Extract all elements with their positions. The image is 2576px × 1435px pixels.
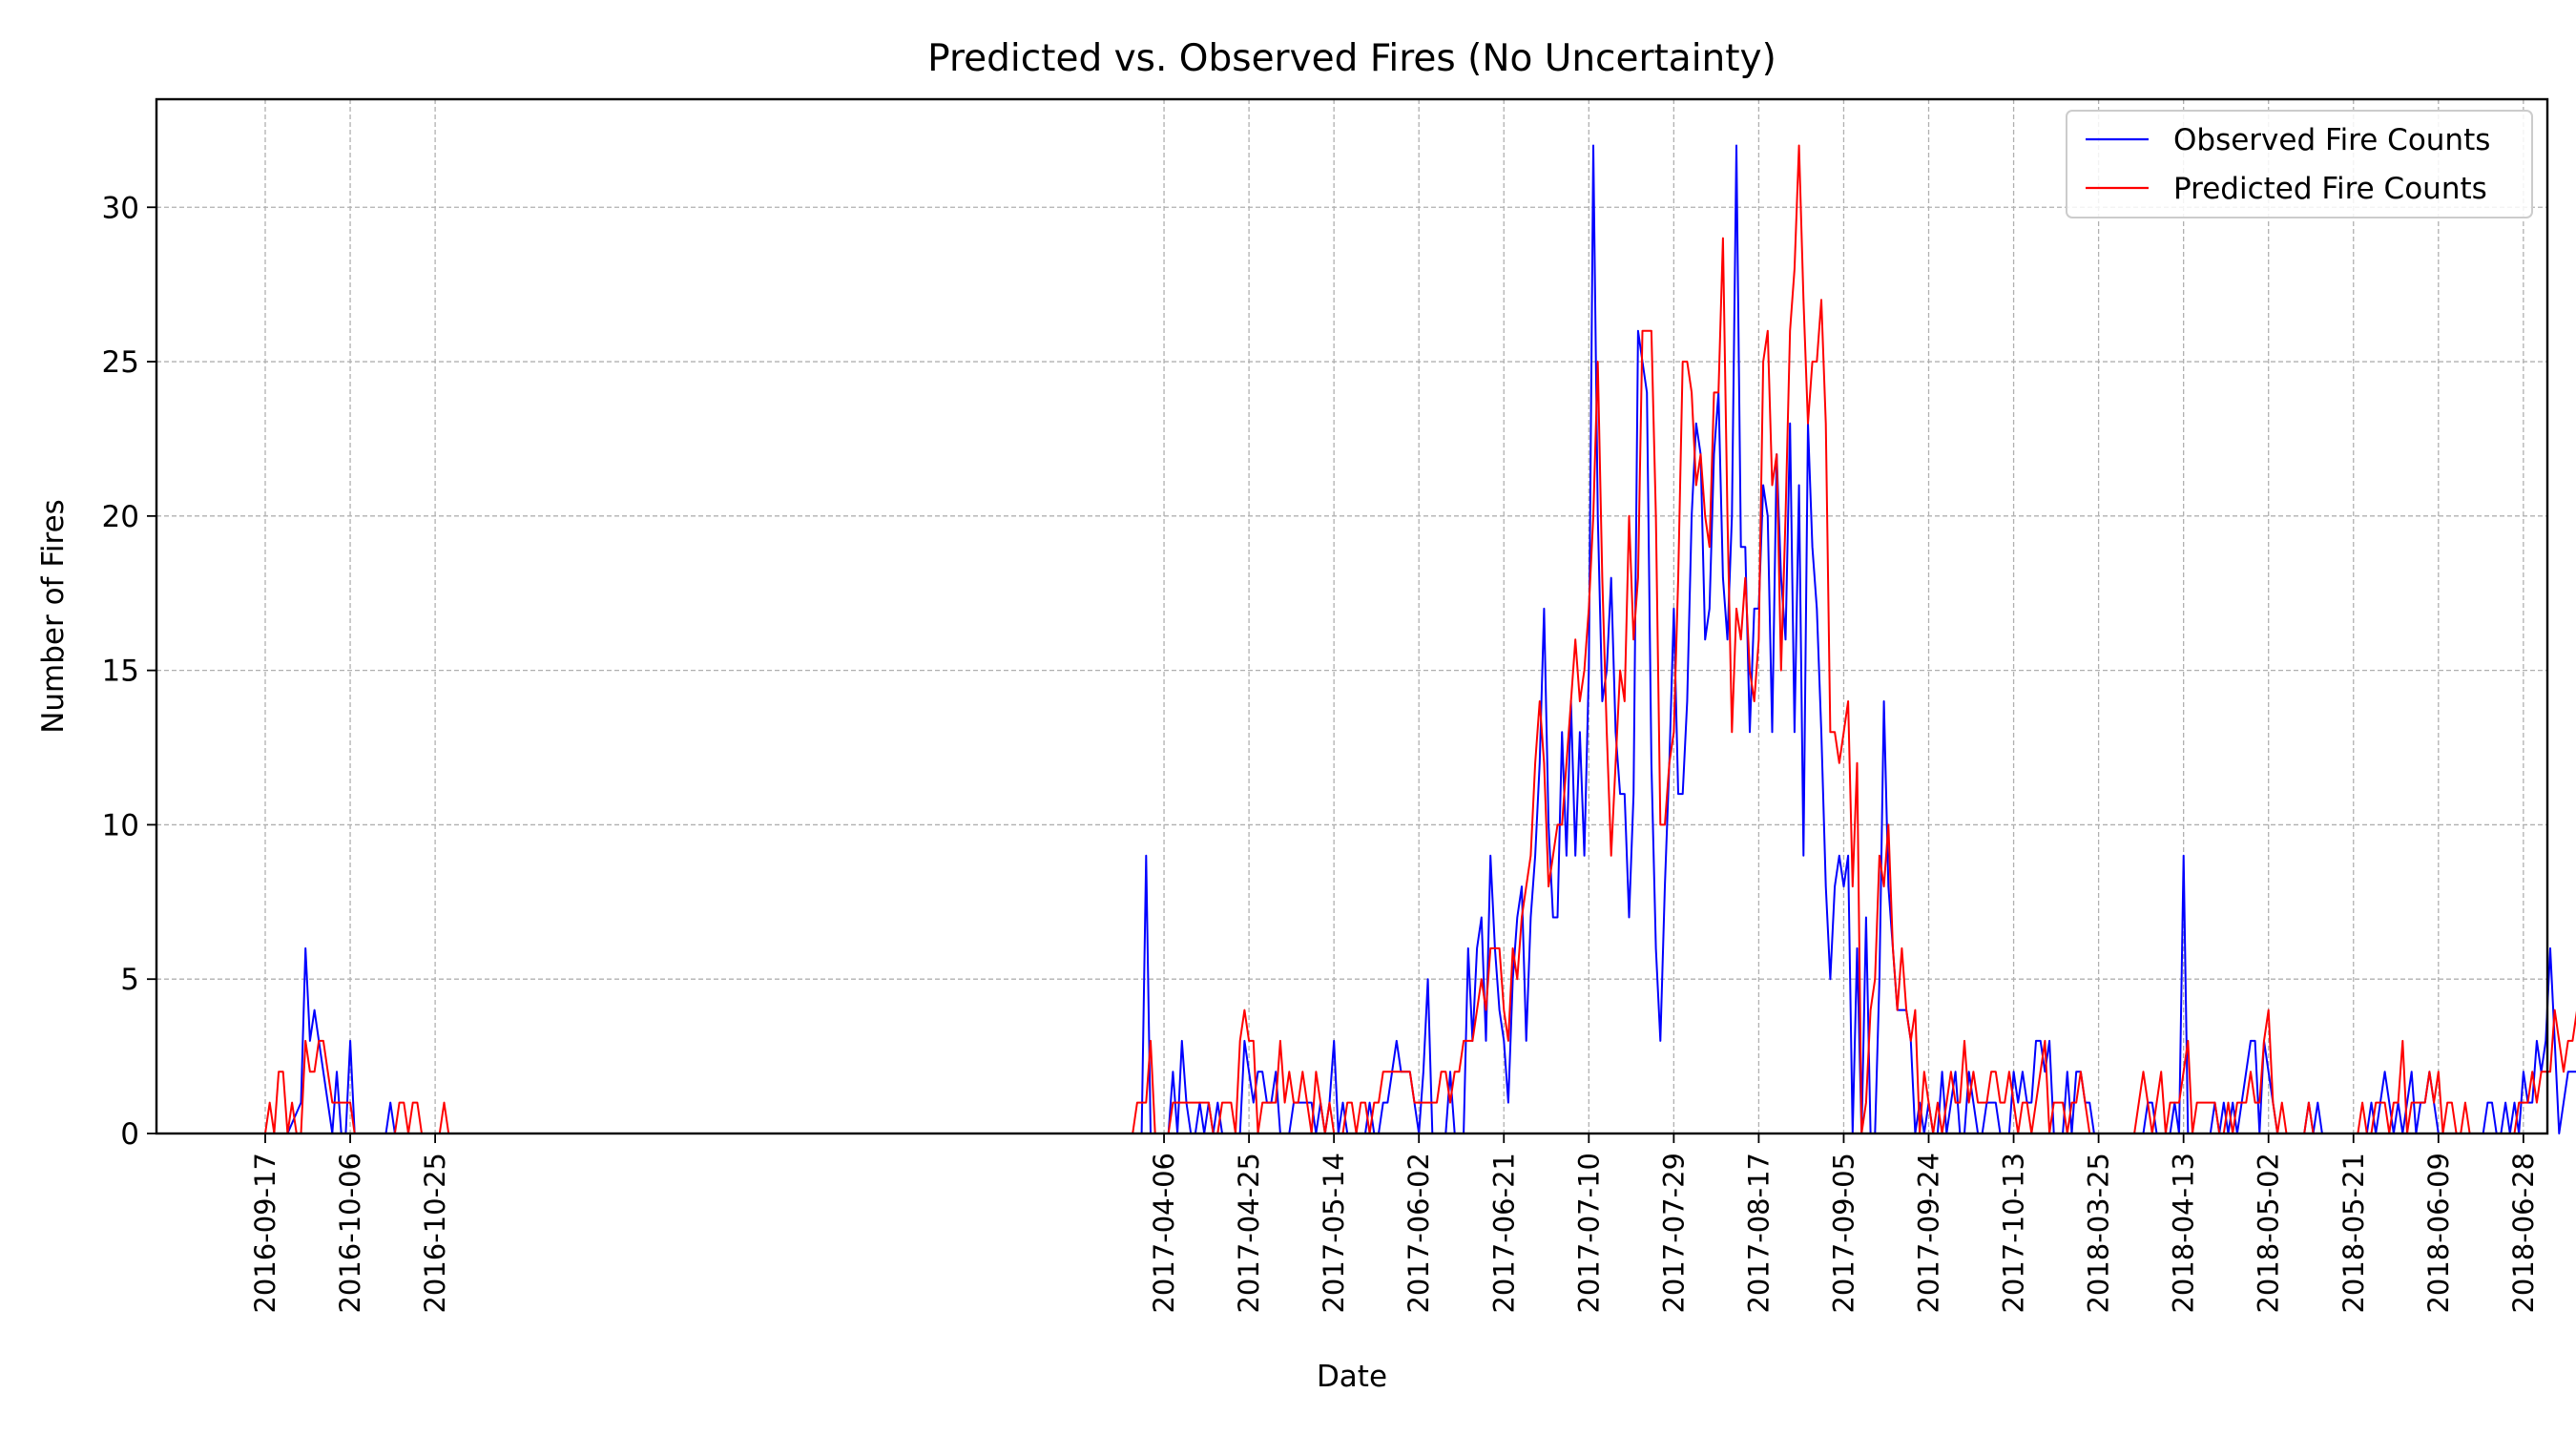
x-tick-label: 2017-04-06: [1148, 1153, 1180, 1314]
x-tick-label: 2018-05-02: [2253, 1153, 2285, 1314]
y-tick-label: 0: [120, 1117, 139, 1152]
x-tick-label: 2017-05-14: [1318, 1153, 1350, 1314]
x-tick-label: 2017-07-29: [1657, 1153, 1690, 1314]
legend-label-predicted: Predicted Fire Counts: [2173, 172, 2487, 206]
y-tick-label: 30: [102, 191, 139, 225]
y-axis-label: Number of Fires: [36, 499, 71, 734]
series-line-observed: [265, 144, 2576, 1134]
y-tick-label: 5: [120, 963, 139, 997]
legend-box: [2066, 110, 2533, 218]
x-tick-label: 2017-07-10: [1572, 1153, 1605, 1314]
x-tick-label: 2018-03-25: [2083, 1153, 2115, 1314]
x-tick-label: 2018-06-28: [2507, 1153, 2540, 1314]
x-tick-label: 2018-05-21: [2337, 1153, 2370, 1314]
plot-frame: [155, 97, 2549, 1135]
chart-title: Predicted vs. Observed Fires (No Uncerta…: [927, 37, 1776, 80]
x-tick-label: 2017-06-21: [1487, 1153, 1520, 1314]
x-tick-label: 2017-08-17: [1742, 1153, 1775, 1314]
y-tick-label: 10: [102, 808, 139, 842]
legend-label-observed: Observed Fire Counts: [2173, 123, 2490, 157]
x-tick-label: 2017-06-02: [1402, 1153, 1435, 1314]
x-tick-label: 2017-10-13: [1998, 1153, 2030, 1314]
y-tick-label: 15: [102, 655, 139, 689]
x-tick-label: 2017-04-25: [1233, 1153, 1265, 1314]
series-line-predicted: [264, 144, 2576, 1134]
legend: Observed Fire Counts Predicted Fire Coun…: [2066, 110, 2533, 218]
y-tick-label: 20: [102, 500, 139, 534]
x-tick-label: 2017-09-05: [1827, 1153, 1859, 1314]
x-tick-label: 2016-09-17: [249, 1153, 281, 1314]
x-axis-label: Date: [1317, 1360, 1387, 1394]
x-axis: 2016-09-17 2016-10-06 2016-10-25 2017-04-06…: [249, 1133, 2540, 1314]
x-tick-label: 2018-06-09: [2422, 1153, 2455, 1314]
x-tick-label: 2017-09-24: [1913, 1153, 1945, 1314]
grid-layer: [156, 99, 2547, 1134]
x-tick-label: 2016-10-06: [334, 1153, 366, 1314]
series-layer: [264, 144, 2576, 1134]
x-tick-label: 2018-04-13: [2168, 1153, 2200, 1314]
y-axis: 0 5 10 15 20 25 30: [102, 191, 156, 1152]
x-tick-label: 2016-10-25: [419, 1153, 451, 1314]
y-tick-label: 25: [102, 345, 139, 380]
